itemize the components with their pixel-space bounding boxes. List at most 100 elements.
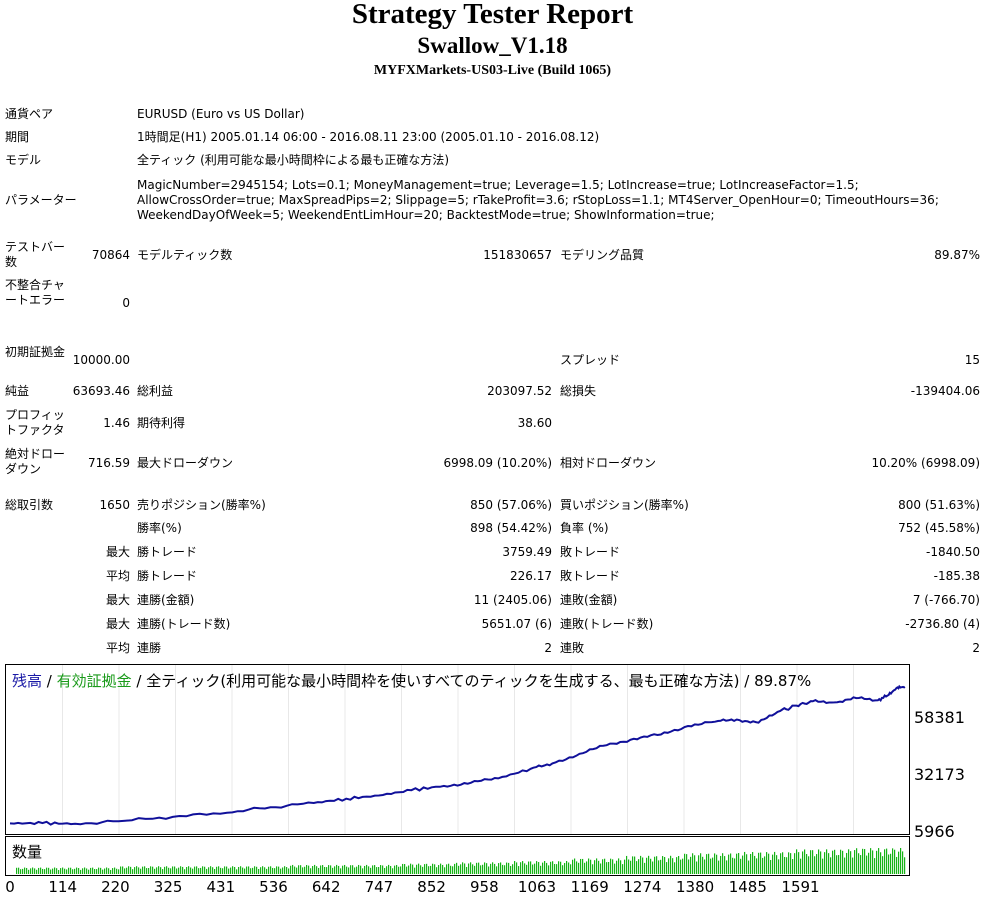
volume-bar xyxy=(420,865,422,874)
volume-bar xyxy=(176,868,178,874)
volume-bar xyxy=(218,866,220,874)
volume-bar xyxy=(320,865,322,874)
volume-bar xyxy=(706,854,708,874)
volume-bar xyxy=(884,849,886,874)
volume-bar xyxy=(810,850,812,874)
volume-bar xyxy=(132,869,134,874)
volume-bar xyxy=(286,867,288,874)
volume-bar xyxy=(714,853,716,874)
volume-bar xyxy=(48,867,50,874)
volume-bar xyxy=(436,867,438,874)
volume-bar xyxy=(560,861,562,874)
volume-bar xyxy=(736,853,738,874)
volume-bar xyxy=(384,867,386,874)
volume-bar xyxy=(334,866,336,874)
volume-bar xyxy=(450,865,452,874)
volume-bar xyxy=(514,861,516,874)
volume-bar xyxy=(24,867,26,874)
volume-bar xyxy=(246,866,248,874)
y-tick-5966: 5966 xyxy=(914,822,955,841)
volume-bar xyxy=(162,869,164,874)
max-dd-value: 6998.09 (10.20%) xyxy=(443,456,552,470)
volume-chart-svg xyxy=(16,848,906,874)
volume-bar xyxy=(616,860,618,874)
volume-bar xyxy=(250,868,252,874)
volume-bar xyxy=(726,860,728,874)
volume-bar xyxy=(694,855,696,874)
volume-bar xyxy=(360,865,362,874)
volume-bar xyxy=(536,861,538,874)
volume-bar xyxy=(546,862,548,874)
volume-bar xyxy=(272,867,274,874)
volume-bar xyxy=(556,864,558,874)
volume-bar xyxy=(772,854,774,874)
volume-bar xyxy=(502,864,504,874)
volume-bar xyxy=(522,861,524,874)
server-build: MYFXMarkets-US03-Live (Build 1065) xyxy=(373,63,612,78)
volume-bar xyxy=(40,867,42,874)
total-trades-label: 総取引数 xyxy=(5,498,54,512)
avg-loss-label: 敗トレード xyxy=(560,569,621,583)
volume-bar xyxy=(872,850,874,874)
x-tick-label: 1485 xyxy=(728,878,767,896)
volume-bar xyxy=(544,861,546,874)
volume-bar xyxy=(72,869,74,874)
volume-bar xyxy=(374,865,376,874)
volume-bar xyxy=(348,867,350,874)
volume-bar xyxy=(850,851,852,874)
volume-bar xyxy=(802,851,804,874)
x-tick-label: 220 xyxy=(101,878,130,896)
rel-dd-label: 相対ドローダウン xyxy=(560,456,657,470)
volume-bar xyxy=(416,864,418,874)
consec-loss-amt-label: 連敗(金額) xyxy=(560,593,618,607)
volume-bar xyxy=(664,857,666,874)
volume-bar xyxy=(818,849,820,874)
volume-bar xyxy=(688,859,690,874)
volume-bar xyxy=(260,867,262,874)
volume-bar xyxy=(516,862,518,874)
volume-bar xyxy=(424,864,426,874)
volume-bar xyxy=(240,866,242,874)
volume-bar xyxy=(480,865,482,874)
volume-bar xyxy=(310,868,312,874)
volume-bar xyxy=(648,855,650,874)
volume-bar xyxy=(646,857,648,874)
volume-bar xyxy=(388,864,390,874)
volume-bar xyxy=(582,858,584,874)
volume-bar xyxy=(504,865,506,874)
volume-bar xyxy=(892,848,894,874)
volume-bar xyxy=(44,869,46,874)
volume-bar xyxy=(870,848,872,874)
volume-bar xyxy=(212,867,214,874)
volume-bar xyxy=(806,854,808,874)
model-ticks-value: 151830657 xyxy=(483,248,552,262)
volume-bar xyxy=(228,868,230,874)
volume-bar xyxy=(476,862,478,874)
volume-bar xyxy=(58,870,60,874)
volume-bar xyxy=(512,864,514,874)
volume-bar xyxy=(458,865,460,874)
volume-bar xyxy=(614,863,616,874)
volume-bar xyxy=(344,864,346,874)
volume-bar xyxy=(196,866,198,874)
volume-bar xyxy=(858,853,860,874)
volume-chart: 数量 xyxy=(5,836,910,876)
volume-bar xyxy=(620,860,622,874)
volume-bar xyxy=(460,864,462,874)
volume-bar xyxy=(738,852,740,874)
volume-bar xyxy=(822,858,824,874)
x-tick-label: 642 xyxy=(311,878,341,896)
volume-bar xyxy=(236,869,238,874)
volume-bar xyxy=(856,848,858,874)
volume-bar xyxy=(558,861,560,874)
volume-bar xyxy=(728,854,730,874)
volume-bar xyxy=(508,862,510,874)
y-tick-58381: 58381 xyxy=(914,708,965,727)
volume-bar xyxy=(378,867,380,874)
volume-bar xyxy=(346,866,348,874)
volume-bar xyxy=(292,864,294,874)
volume-bar xyxy=(698,855,700,874)
volume-bar xyxy=(224,866,226,874)
volume-bar xyxy=(152,866,154,874)
volume-bar xyxy=(836,855,838,874)
